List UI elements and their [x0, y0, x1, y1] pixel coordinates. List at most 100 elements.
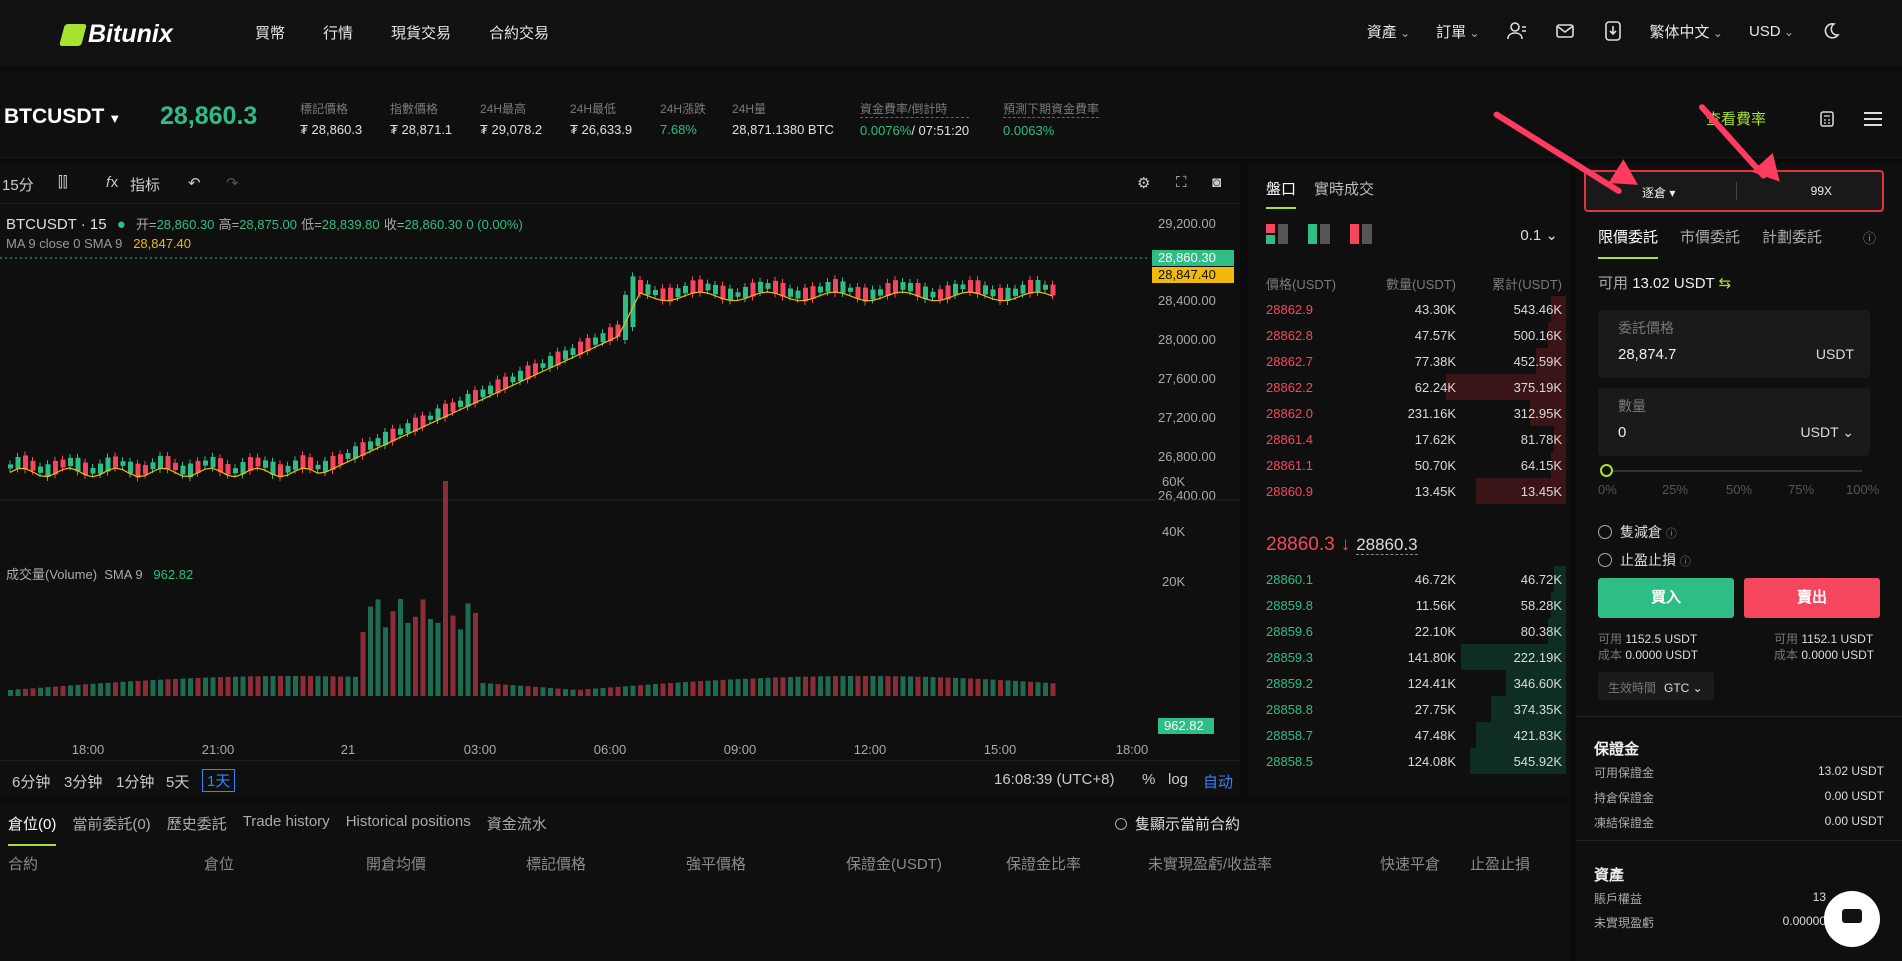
precision-select[interactable]: 0.1 ⌄ [1520, 227, 1558, 244]
orderbook-row[interactable]: 28861.1 50.70K 64.15K [1266, 452, 1566, 478]
log-toggle[interactable]: log [1168, 771, 1189, 788]
indicators-button[interactable]: 指标 [130, 177, 161, 194]
brand-logo[interactable]: Bitunix [59, 20, 173, 49]
orderbook-row[interactable]: 28858.7 47.48K 421.83K [1266, 722, 1566, 748]
price-chart[interactable]: 15分 ⫿⫿ 𝑓x 指标 ↶ ↷ ⚙ ⛶ ◙ BTCUSDT · 15 ● 开=… [0, 164, 1240, 797]
fullscreen-icon[interactable]: ⛶ [1176, 174, 1187, 191]
language-menu[interactable]: 繁体中文 [1650, 21, 1723, 42]
volume-bar [578, 689, 583, 696]
symbol-selector[interactable]: BTCUSDT ▼ [4, 105, 122, 128]
currency-menu[interactable]: USD [1749, 23, 1794, 40]
orderbook-row[interactable]: 28862.9 43.30K 543.46K [1266, 296, 1566, 322]
margin-mode-select[interactable]: 逐倉 ▾ [1642, 186, 1676, 200]
depth-bar [1446, 374, 1566, 400]
orderbook-row[interactable]: 28860.1 46.72K 46.72K [1266, 566, 1566, 592]
slider-handle[interactable] [1600, 464, 1613, 477]
orderbook-row[interactable]: 28862.7 77.38K 452.59K [1266, 348, 1566, 374]
camera-icon[interactable]: ◙ [1212, 174, 1222, 191]
settings-icon[interactable]: ⚙ [1137, 175, 1151, 192]
orderbook-row[interactable]: 28862.0 231.16K 312.95K [1266, 400, 1566, 426]
tab-limit[interactable]: 限價委託 [1598, 226, 1659, 259]
candle [465, 393, 471, 407]
depth-bar [1476, 722, 1566, 748]
tab-historical-positions[interactable]: Historical positions [345, 813, 471, 830]
stat-funding-rate[interactable]: 資金費率/倒計時 0.0076%/ 07:51:20 [860, 102, 970, 138]
orderbook-row[interactable]: 28862.2 62.24K 375.19K [1266, 374, 1566, 400]
account-equity: 賬戶權益 13 [1594, 890, 1826, 906]
book-view-asks-icon[interactable] [1350, 224, 1372, 249]
leverage-select[interactable]: 99X [1810, 184, 1832, 198]
transfer-icon[interactable]: ⇆ [1718, 275, 1732, 292]
sell-button[interactable]: 賣出 [1744, 578, 1880, 618]
info-icon[interactable]: ⓘ [1862, 231, 1876, 246]
timeframe-3m[interactable]: 3分钟 [64, 774, 103, 791]
auto-toggle[interactable]: 自动 [1203, 774, 1234, 791]
chat-button[interactable] [1824, 891, 1880, 947]
stat-next-funding[interactable]: 預測下期資金費率 0.0063% [1003, 102, 1100, 138]
volume-bar [345, 676, 351, 696]
quantity-field[interactable]: 數量 0 USDT ⌄ [1598, 388, 1870, 456]
orderbook-row[interactable]: 28861.4 17.62K 81.78K [1266, 426, 1566, 452]
volume-bar [488, 683, 493, 696]
calculator-icon[interactable] [1816, 108, 1838, 130]
tab-recent-trades[interactable]: 實時成交 [1314, 181, 1375, 198]
assets-menu[interactable]: 資產 [1367, 21, 1410, 42]
buy-button[interactable]: 買入 [1598, 578, 1734, 618]
timeframe-5d[interactable]: 5天 [166, 774, 190, 791]
candle [285, 465, 291, 473]
only-current-toggle[interactable]: 隻顯示當前合約 [1114, 813, 1240, 834]
tab-trigger[interactable]: 計劃委託 [1762, 229, 1823, 246]
orderbook-row[interactable]: 28862.8 47.57K 500.16K [1266, 322, 1566, 348]
mail-icon[interactable] [1554, 20, 1576, 42]
orders-menu[interactable]: 訂單 [1436, 21, 1479, 42]
unrealized-pnl: 未實現盈虧 0.00000 [1594, 914, 1826, 930]
candle-type-icon[interactable]: ⫿⫿ [58, 174, 68, 191]
percent-toggle[interactable]: % [1142, 771, 1156, 788]
volume-bar [713, 680, 718, 696]
nav-markets[interactable]: 行情 [323, 25, 354, 42]
orderbook-price: 28859.3 [1266, 650, 1313, 665]
orderbook-row[interactable]: 28860.9 13.45K 13.45K [1266, 478, 1566, 504]
orderbook-row[interactable]: 28858.8 27.75K 374.35K [1266, 696, 1566, 722]
volume-bar [278, 676, 283, 696]
orderbook-tabs: 盤口 實時成交 [1266, 178, 1374, 209]
timeframe-1d[interactable]: 1天 [202, 769, 236, 792]
moon-icon[interactable] [1820, 20, 1842, 42]
tab-order-history[interactable]: 歷史委託 [166, 816, 227, 833]
tab-market[interactable]: 市價委託 [1680, 229, 1741, 246]
candle [413, 417, 418, 432]
tab-trade-history[interactable]: Trade history [242, 813, 330, 830]
orderbook-row[interactable]: 28859.3 141.80K 222.19K [1266, 644, 1566, 670]
timeframe-1m[interactable]: 1分钟 [116, 774, 155, 791]
orderbook-row[interactable]: 28859.8 11.56K 58.28K [1266, 592, 1566, 618]
tab-orderbook[interactable]: 盤口 [1266, 178, 1297, 209]
candle [390, 428, 396, 442]
unit-select[interactable]: USDT ⌄ [1800, 424, 1854, 440]
reduce-only-option[interactable]: 隻減倉 ⓘ [1598, 522, 1677, 542]
tab-open-orders[interactable]: 當前委託(0) [72, 816, 151, 833]
tp-sl-option[interactable]: 止盈止損 ⓘ [1598, 550, 1691, 570]
undo-icon[interactable]: ↶ [188, 175, 201, 192]
orderbook-row[interactable]: 28859.2 124.41K 346.60K [1266, 670, 1566, 696]
redo-icon[interactable]: ↷ [226, 175, 239, 192]
menu-icon[interactable] [1862, 108, 1884, 130]
candle [533, 363, 538, 375]
nav-buy-crypto[interactable]: 買幣 [255, 25, 286, 42]
timeframe-6m[interactable]: 6分钟 [12, 774, 51, 791]
book-view-bids-icon[interactable] [1308, 224, 1330, 249]
volume-bar [1005, 680, 1011, 696]
interval-selector[interactable]: 15分 [2, 177, 34, 194]
time-in-force-select[interactable]: 生效時間 GTC ⌄ [1598, 672, 1714, 700]
user-icon[interactable] [1506, 20, 1528, 42]
download-icon[interactable] [1602, 20, 1624, 42]
quantity-slider[interactable] [1600, 464, 1862, 477]
book-view-both-icon[interactable] [1266, 224, 1288, 249]
tab-fund-flow[interactable]: 資金流水 [486, 816, 547, 833]
orderbook-row[interactable]: 28858.5 124.08K 545.92K [1266, 748, 1566, 774]
price-field[interactable]: 委託價格 28,874.7 USDT [1598, 310, 1870, 378]
orderbook-row[interactable]: 28859.6 22.10K 80.38K [1266, 618, 1566, 644]
tab-positions[interactable]: 倉位(0) [8, 813, 57, 846]
indicator-icon[interactable]: 𝑓x [106, 174, 119, 191]
nav-spot[interactable]: 現貨交易 [391, 25, 452, 42]
nav-futures[interactable]: 合約交易 [489, 25, 550, 42]
